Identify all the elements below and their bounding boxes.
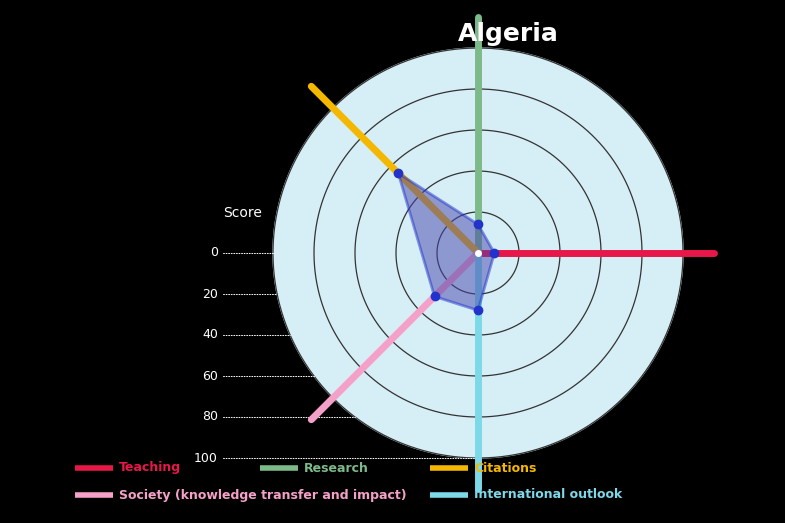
Text: 20: 20 [202, 288, 218, 301]
Text: 60: 60 [202, 370, 218, 382]
Polygon shape [398, 173, 495, 310]
Text: Teaching: Teaching [119, 461, 181, 474]
Polygon shape [437, 212, 519, 294]
Polygon shape [273, 48, 683, 458]
Polygon shape [396, 171, 560, 335]
Polygon shape [314, 89, 642, 417]
Text: Citations: Citations [474, 461, 536, 474]
Text: Score: Score [223, 206, 262, 220]
Text: Algeria: Algeria [458, 22, 558, 46]
Polygon shape [355, 130, 601, 376]
Text: International outlook: International outlook [474, 488, 623, 502]
Text: Society (knowledge transfer and impact): Society (knowledge transfer and impact) [119, 488, 407, 502]
Text: 0: 0 [210, 246, 218, 259]
Text: 80: 80 [202, 411, 218, 424]
Text: 40: 40 [202, 328, 218, 342]
Text: 100: 100 [194, 451, 218, 464]
Text: Research: Research [304, 461, 369, 474]
